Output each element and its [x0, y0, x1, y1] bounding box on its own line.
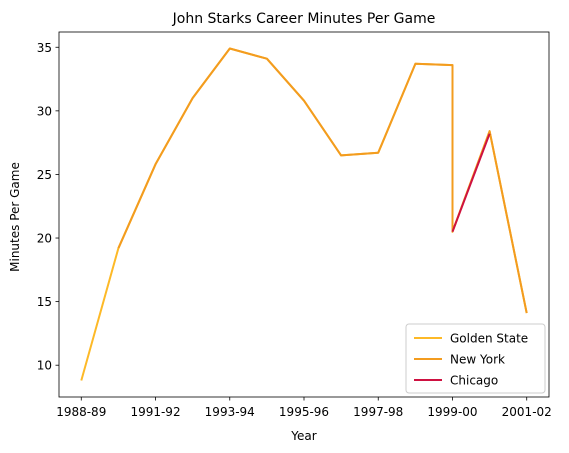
- legend-label-0: Golden State: [450, 332, 528, 346]
- x-tick-label: 1999-00: [427, 405, 477, 419]
- x-tick-label: 1988-89: [56, 405, 106, 419]
- axes: 10 15 20 25 30 35 1988-89 1991-92 1993-94 1995-96…: [37, 31, 552, 419]
- y-tick-label: 30: [37, 104, 52, 118]
- y-tick-label: 35: [37, 41, 52, 55]
- legend-label-2: Chicago: [450, 374, 498, 388]
- x-tick-label: 1995-96: [279, 405, 329, 419]
- series-line-1: [117, 47, 528, 314]
- legend-label-1: New York: [450, 353, 505, 367]
- y-tick-label: 10: [37, 359, 52, 373]
- legend: Golden State New York Chicago: [405, 323, 546, 394]
- y-tick-label: 25: [37, 168, 52, 182]
- y-tick-label: 15: [37, 295, 52, 309]
- x-tick-label: 1991-92: [130, 405, 180, 419]
- x-tick-label: 2001-02: [502, 405, 552, 419]
- series-lines: [80, 47, 528, 381]
- series-line-2: [451, 133, 491, 233]
- x-axis-label: Year: [290, 429, 316, 443]
- x-tick-label: 1997-98: [353, 405, 403, 419]
- chart-title: John Starks Career Minutes Per Game: [172, 11, 436, 27]
- legend-box: [405, 323, 546, 394]
- y-axis-label: Minutes Per Game: [8, 162, 22, 272]
- y-tick-label: 20: [37, 232, 52, 246]
- x-tick-label: 1993-94: [205, 405, 255, 419]
